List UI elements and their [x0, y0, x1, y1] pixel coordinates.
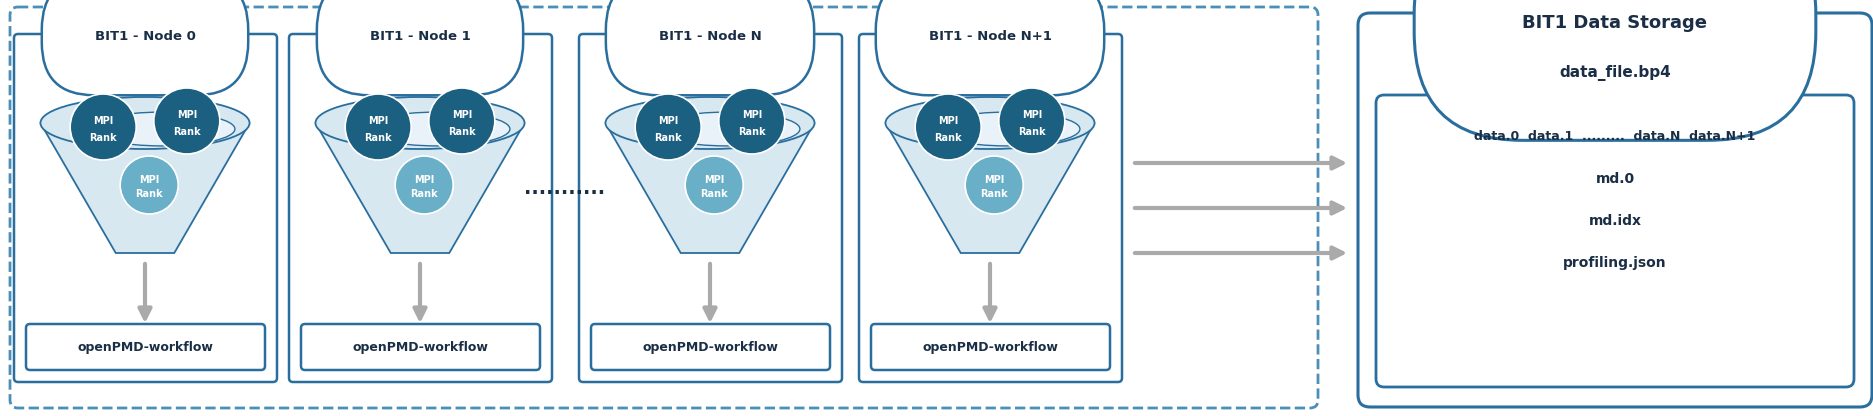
- Ellipse shape: [605, 97, 815, 149]
- Text: md.idx: md.idx: [1588, 214, 1641, 228]
- FancyBboxPatch shape: [858, 34, 1122, 382]
- Polygon shape: [315, 123, 524, 253]
- Circle shape: [395, 156, 453, 214]
- Text: MPI: MPI: [938, 116, 957, 126]
- Text: data_file.bp4: data_file.bp4: [1558, 65, 1671, 81]
- FancyBboxPatch shape: [1358, 13, 1871, 407]
- Circle shape: [154, 88, 219, 154]
- Circle shape: [429, 88, 494, 154]
- Text: Rank: Rank: [1017, 126, 1045, 136]
- Text: Rank: Rank: [135, 189, 163, 199]
- Ellipse shape: [654, 112, 800, 146]
- Text: openPMD-workflow: openPMD-workflow: [642, 341, 777, 354]
- Ellipse shape: [363, 112, 509, 146]
- Circle shape: [69, 94, 137, 160]
- Text: openPMD-workflow: openPMD-workflow: [922, 341, 1058, 354]
- Text: Rank: Rank: [738, 126, 766, 136]
- Polygon shape: [884, 123, 1094, 253]
- FancyBboxPatch shape: [579, 34, 841, 382]
- Text: BIT1 - Node N: BIT1 - Node N: [657, 30, 760, 42]
- Text: MPI: MPI: [414, 175, 435, 185]
- Ellipse shape: [315, 97, 524, 149]
- Ellipse shape: [88, 112, 234, 146]
- FancyBboxPatch shape: [26, 324, 264, 370]
- Text: openPMD-workflow: openPMD-workflow: [352, 341, 487, 354]
- Circle shape: [719, 88, 785, 154]
- Text: BIT1 Data Storage: BIT1 Data Storage: [1521, 14, 1706, 32]
- Text: Rank: Rank: [172, 126, 200, 136]
- Text: profiling.json: profiling.json: [1562, 256, 1665, 270]
- Circle shape: [345, 94, 410, 160]
- FancyBboxPatch shape: [590, 324, 830, 370]
- FancyBboxPatch shape: [13, 34, 277, 382]
- Text: Rank: Rank: [935, 133, 961, 143]
- Circle shape: [686, 156, 744, 214]
- Text: Rank: Rank: [701, 189, 727, 199]
- Text: Rank: Rank: [363, 133, 391, 143]
- Ellipse shape: [41, 97, 249, 149]
- Text: MPI: MPI: [742, 110, 762, 120]
- Text: data.0  data.1  .........  data.N  data.N+1: data.0 data.1 ......... data.N data.N+1: [1474, 131, 1755, 144]
- Text: MPI: MPI: [704, 175, 725, 185]
- Text: MPI: MPI: [451, 110, 472, 120]
- Text: MPI: MPI: [139, 175, 159, 185]
- Ellipse shape: [933, 112, 1079, 146]
- Circle shape: [914, 94, 981, 160]
- Polygon shape: [605, 123, 815, 253]
- Polygon shape: [41, 123, 249, 253]
- Circle shape: [998, 88, 1064, 154]
- Text: MPI: MPI: [657, 116, 678, 126]
- Text: openPMD-workflow: openPMD-workflow: [77, 341, 214, 354]
- Text: Rank: Rank: [980, 189, 1008, 199]
- Text: Rank: Rank: [654, 133, 682, 143]
- Circle shape: [635, 94, 701, 160]
- FancyBboxPatch shape: [1375, 95, 1852, 387]
- Text: MPI: MPI: [94, 116, 112, 126]
- FancyBboxPatch shape: [871, 324, 1109, 370]
- Text: BIT1 - Node N+1: BIT1 - Node N+1: [927, 30, 1051, 42]
- Text: MPI: MPI: [1021, 110, 1041, 120]
- Circle shape: [120, 156, 178, 214]
- Text: MPI: MPI: [367, 116, 388, 126]
- Circle shape: [965, 156, 1023, 214]
- Text: BIT1 - Node 0: BIT1 - Node 0: [94, 30, 195, 42]
- FancyBboxPatch shape: [288, 34, 553, 382]
- Text: md.0: md.0: [1594, 172, 1633, 186]
- Text: ...........: ...........: [524, 178, 605, 198]
- Text: MPI: MPI: [176, 110, 197, 120]
- Text: Rank: Rank: [410, 189, 438, 199]
- Ellipse shape: [884, 97, 1094, 149]
- Text: MPI: MPI: [983, 175, 1004, 185]
- Text: Rank: Rank: [448, 126, 476, 136]
- Text: Rank: Rank: [90, 133, 116, 143]
- Text: BIT1 - Node 1: BIT1 - Node 1: [369, 30, 470, 42]
- FancyBboxPatch shape: [302, 324, 539, 370]
